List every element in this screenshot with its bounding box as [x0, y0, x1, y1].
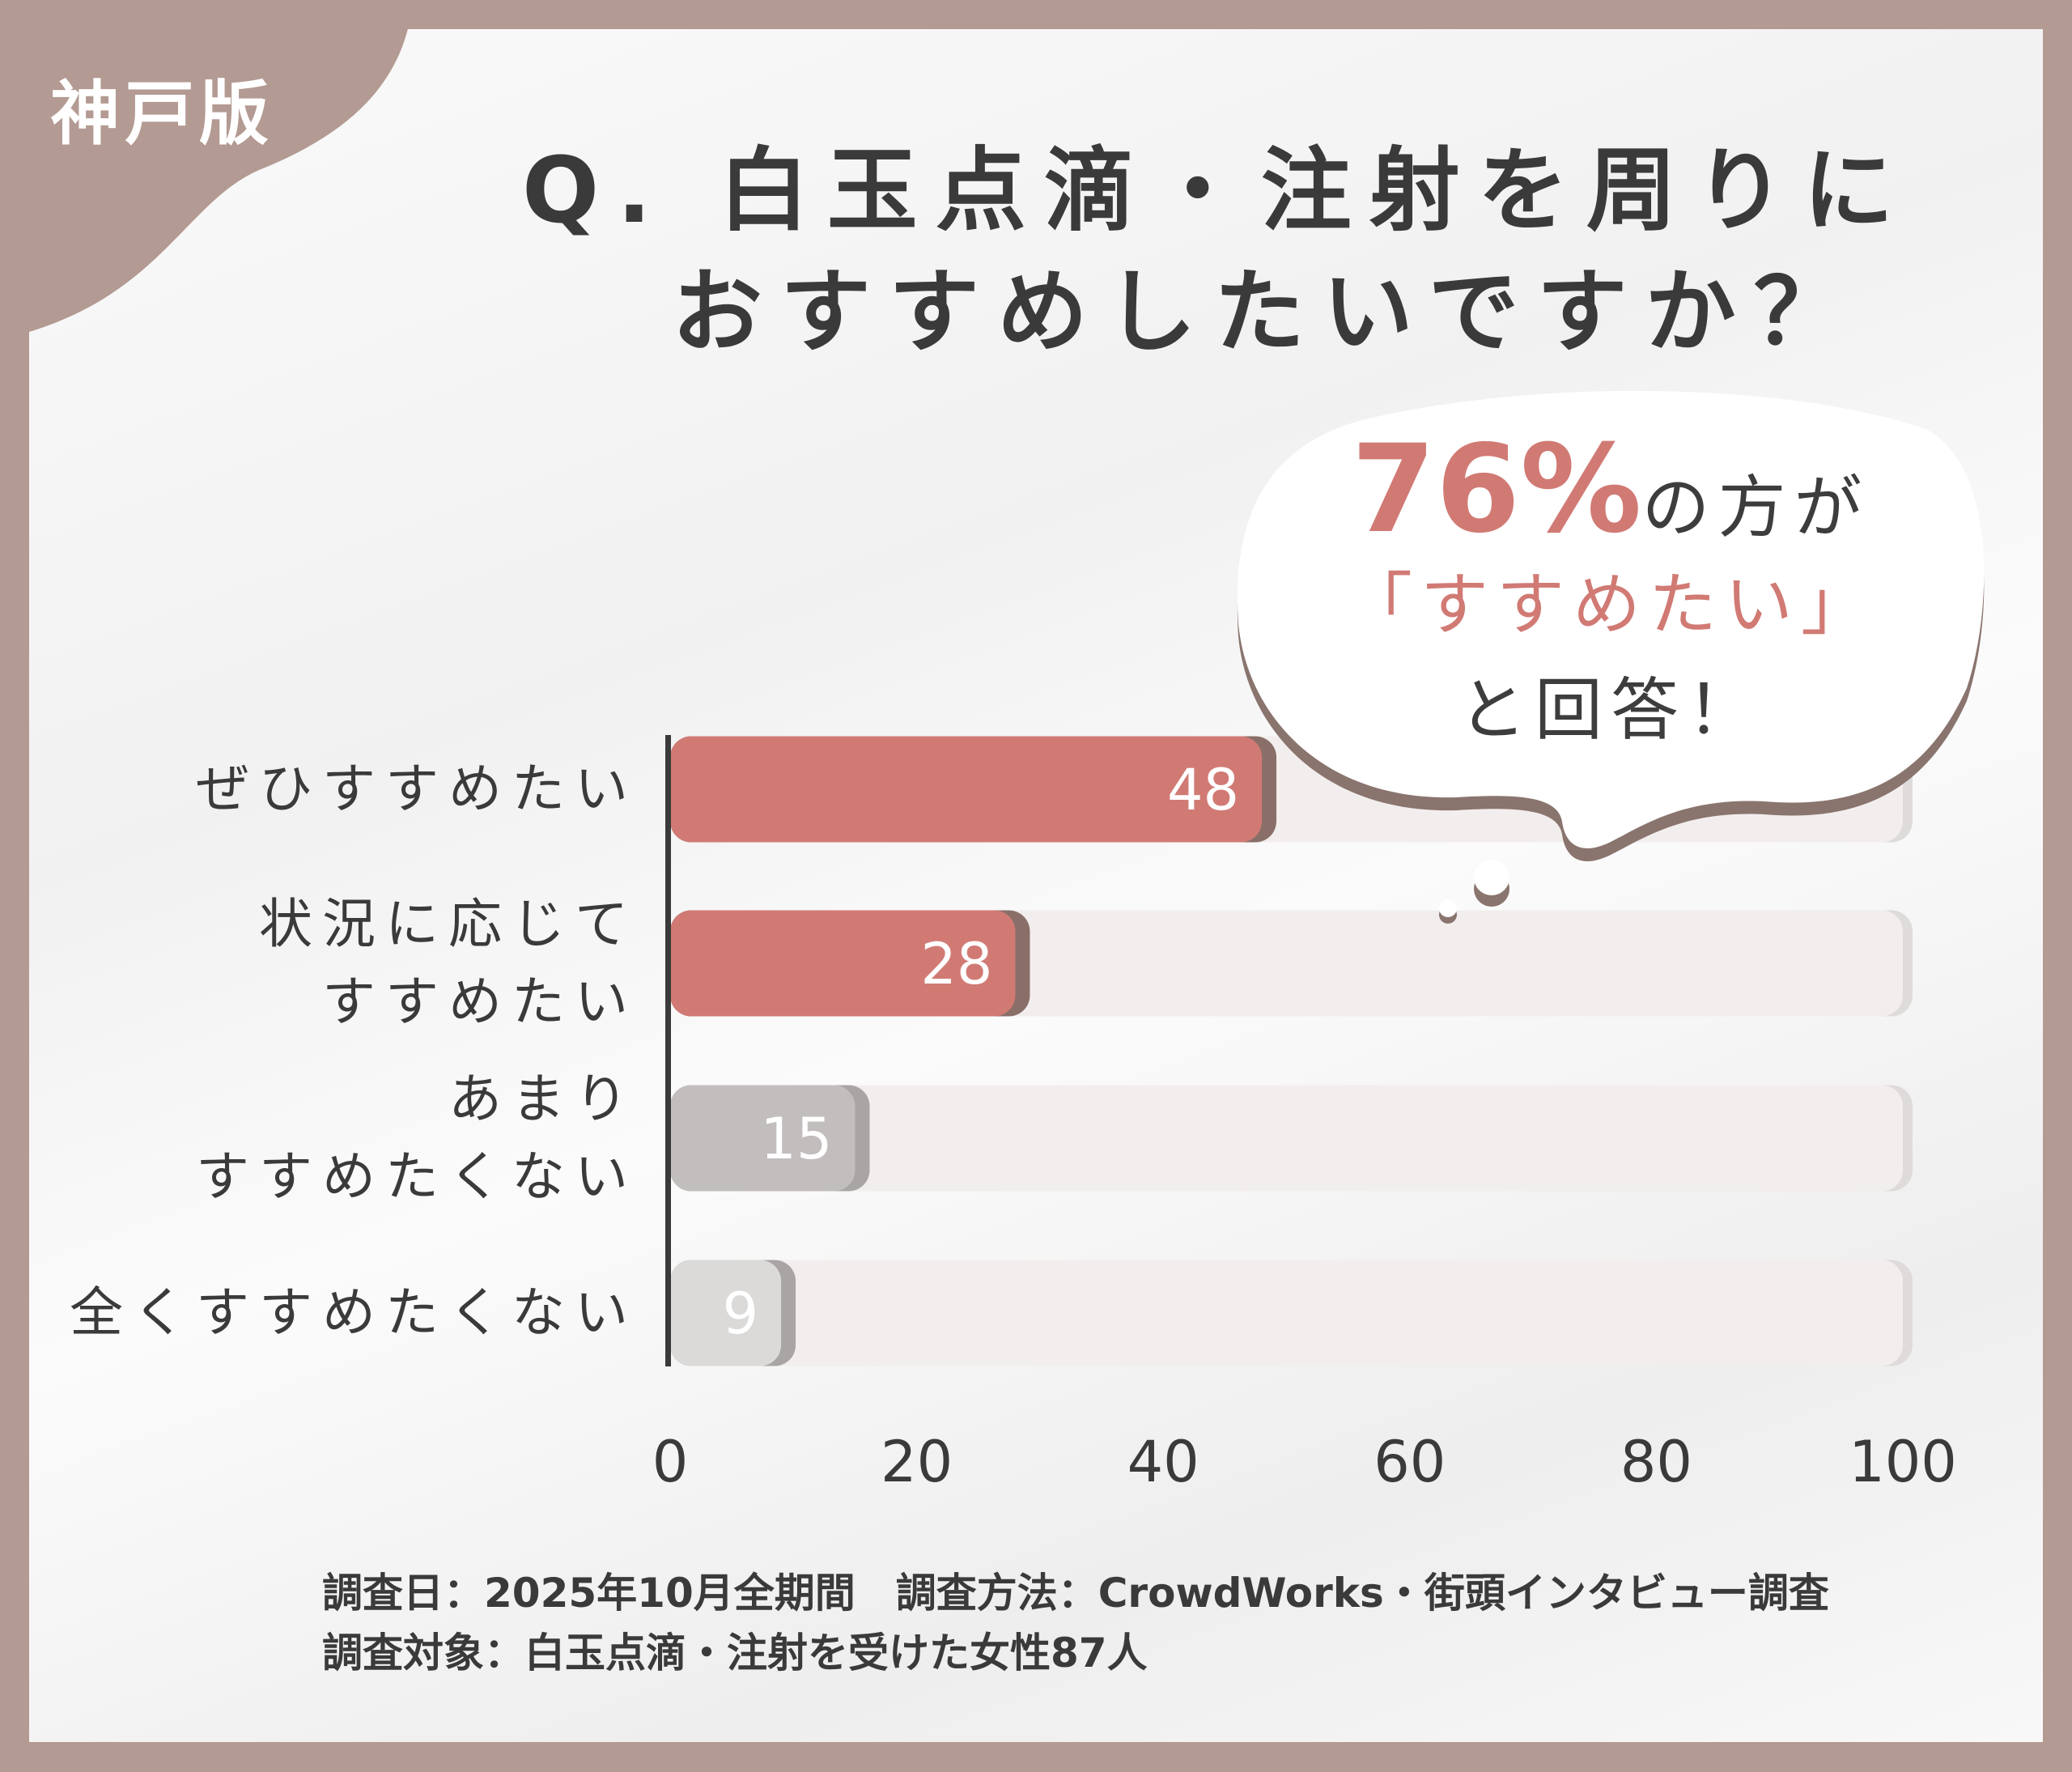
bar [670, 1085, 856, 1192]
bar-value-label: 9 [723, 1281, 759, 1347]
footer-survey-info: 調査日：2025年10月全期間 調査方法：CrowdWorks・街頭インタビュー… [322, 1570, 1829, 1617]
bar-value-label: 15 [760, 1106, 832, 1172]
callout-line3: と回答！ [1458, 670, 1763, 750]
x-tick-label: 80 [1620, 1429, 1692, 1495]
category-label: 全くすすめたくない [70, 1281, 638, 1344]
bar-track [670, 1260, 1903, 1366]
callout-bubble [1237, 390, 1985, 848]
bar [670, 1260, 782, 1366]
panel [29, 29, 2043, 1742]
category-label: 状況に応じて すすめたい [259, 893, 638, 1033]
callout-dot [1474, 860, 1509, 895]
callout-percent: 76% [1351, 419, 1642, 560]
callout-line2: 「すすめたい」 [1344, 565, 1877, 644]
category-label: ぜひすすめたい [196, 758, 638, 820]
region-badge: 神戸版 [50, 74, 274, 155]
x-tick-label: 100 [1849, 1429, 1957, 1495]
x-tick-label: 40 [1127, 1429, 1199, 1495]
x-tick-label: 20 [881, 1429, 953, 1495]
bar [670, 736, 1263, 843]
bar-value-label: 48 [1167, 757, 1239, 823]
y-axis-line [665, 735, 671, 1366]
x-tick-label: 0 [652, 1429, 689, 1495]
callout-dot-small [1439, 899, 1457, 917]
question-title-line1: Q. 白玉点滴・注射を周りに [522, 138, 1912, 244]
footer-survey-target: 調査対象：白玉点滴・注射を受けた女性87人 [322, 1630, 1148, 1676]
bar [670, 910, 1016, 1017]
corner-badge-shape [0, 0, 413, 332]
category-label: あまり すすめたくない [196, 1068, 638, 1208]
callout-line1: の方が [1641, 468, 1870, 547]
question-title-line2: おすすめしたいですか？ [672, 260, 1862, 365]
x-tick-label: 60 [1374, 1429, 1446, 1495]
bar-value-label: 28 [920, 931, 992, 997]
bar-track [670, 1085, 1903, 1192]
callout-text: 76%の方が 「すすめたい」 と回答！ [1263, 429, 1959, 759]
